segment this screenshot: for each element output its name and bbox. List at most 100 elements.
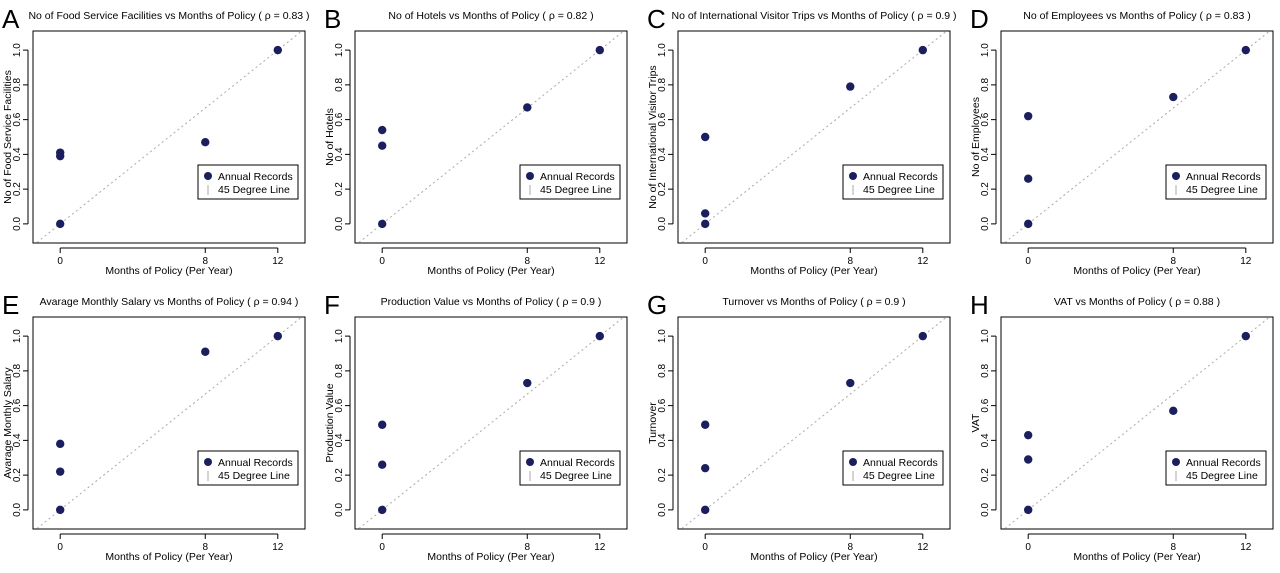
- x-tick-label: 8: [1170, 256, 1176, 267]
- x-axis-label: Months of Policy (Per Year): [1073, 551, 1200, 563]
- legend-label-annual-records: Annual Records: [863, 457, 938, 469]
- y-tick-label: 0.4: [980, 147, 991, 161]
- y-tick-label: 0.6: [657, 112, 668, 126]
- panel-title: Avarage Monthly Salary vs Months of Poli…: [40, 296, 299, 308]
- data-point: [56, 467, 65, 476]
- data-point: [701, 132, 710, 142]
- legend-marker-annual-records: [204, 458, 212, 466]
- legend-box: [519, 450, 621, 486]
- legend-label-annual-records: Annual Records: [540, 171, 615, 183]
- data-point: [1169, 406, 1178, 416]
- y-axis-label: Turnover: [647, 402, 659, 444]
- y-tick-label: 1.0: [980, 43, 991, 57]
- panel-title: Turnover vs Months of Policy ( ρ = 0.9 ): [722, 296, 905, 308]
- y-tick-label: 1.0: [657, 43, 668, 57]
- y-tick-label: 1.0: [334, 329, 345, 343]
- panel-g: G Turnover vs Months of Policy ( ρ = 0.9 …: [647, 290, 951, 563]
- y-tick-label: 0.2: [657, 182, 668, 196]
- x-tick-label: 0: [379, 542, 385, 553]
- legend-box: [197, 450, 299, 486]
- data-point: [701, 463, 710, 473]
- legend-label-45-degree-line: 45 Degree Line: [218, 184, 290, 196]
- x-axis-label: Months of Policy (Per Year): [427, 265, 554, 277]
- panel-f: F Production Value vs Months of Policy ( …: [324, 290, 628, 563]
- y-tick-label: 0.0: [334, 216, 345, 230]
- data-point: [201, 347, 210, 356]
- legend-box: [842, 164, 944, 200]
- y-tick-label: 0.6: [12, 112, 23, 126]
- y-tick-label: 0.4: [12, 433, 23, 447]
- y-tick-label: 0.0: [334, 502, 345, 516]
- panel-c: C No of International Visitor Trips vs Mo…: [647, 4, 957, 277]
- y-tick-label: 0.8: [657, 363, 668, 377]
- y-tick-label: 0.8: [334, 77, 345, 91]
- data-point: [1241, 45, 1251, 55]
- data-point: [595, 45, 604, 55]
- x-tick-label: 8: [202, 542, 208, 553]
- y-tick-label: 1.0: [980, 329, 991, 343]
- data-point: [1023, 111, 1033, 121]
- legend-box: [197, 164, 299, 200]
- y-tick-label: 0.4: [980, 433, 991, 447]
- x-tick-label: 12: [917, 256, 929, 267]
- y-axis-label: Production Value: [324, 383, 336, 462]
- x-tick-label: 12: [272, 542, 284, 553]
- legend-marker-annual-records: [1172, 458, 1180, 466]
- data-point: [273, 45, 282, 55]
- panel-letter: F: [324, 290, 340, 320]
- panel-b: B No of Hotels vs Months of Policy ( ρ = …: [324, 4, 628, 277]
- legend-label-45-degree-line: 45 Degree Line: [540, 470, 612, 482]
- panel-letter: A: [2, 4, 20, 34]
- y-tick-label: 0.6: [657, 398, 668, 412]
- y-tick-label: 1.0: [334, 43, 345, 57]
- y-tick-label: 0.0: [657, 216, 668, 230]
- panel-letter: H: [970, 290, 989, 320]
- y-tick-label: 0.2: [334, 182, 345, 196]
- x-tick-label: 12: [1240, 542, 1252, 553]
- data-point: [1023, 505, 1033, 515]
- legend-box: [1165, 164, 1267, 200]
- data-point: [56, 148, 65, 157]
- y-tick-label: 0.4: [12, 147, 23, 161]
- x-axis-label: Months of Policy (Per Year): [750, 551, 877, 563]
- x-tick-label: 8: [524, 542, 530, 553]
- y-tick-label: 0.8: [980, 77, 991, 91]
- plot-frame: [32, 316, 306, 530]
- x-tick-label: 0: [702, 256, 708, 267]
- panel-title: VAT vs Months of Policy ( ρ = 0.88 ): [1054, 296, 1220, 308]
- legend-label-annual-records: Annual Records: [218, 171, 293, 183]
- data-point: [56, 219, 65, 229]
- y-axis-label: No of Food Service Facilities: [2, 70, 14, 204]
- x-axis-label: Months of Policy (Per Year): [750, 265, 877, 277]
- data-point: [918, 331, 927, 341]
- x-tick-label: 12: [594, 256, 606, 267]
- legend-label-45-degree-line: 45 Degree Line: [218, 470, 290, 482]
- x-axis-label: Months of Policy (Per Year): [1073, 265, 1200, 277]
- y-tick-label: 0.0: [12, 216, 23, 230]
- legend-marker-annual-records: [849, 458, 857, 466]
- x-tick-label: 8: [847, 542, 853, 553]
- panel-title: No of Hotels vs Months of Policy ( ρ = 0…: [388, 10, 593, 22]
- data-point: [1169, 92, 1178, 102]
- data-point: [56, 505, 65, 515]
- panel-title: Production Value vs Months of Policy ( ρ…: [381, 296, 602, 308]
- panel-h: H VAT vs Months of Policy ( ρ = 0.88 ) 0 8 1…: [970, 290, 1274, 563]
- data-point: [201, 138, 210, 147]
- y-tick-label: 0.6: [12, 398, 23, 412]
- y-tick-label: 0.2: [657, 468, 668, 482]
- legend-marker-annual-records: [526, 458, 534, 466]
- legend-label-45-degree-line: 45 Degree Line: [540, 184, 612, 196]
- data-point: [1241, 331, 1251, 341]
- data-point: [1023, 174, 1033, 183]
- legend-marker-annual-records: [849, 172, 857, 180]
- legend-box: [519, 164, 621, 200]
- data-point: [378, 219, 387, 229]
- x-tick-label: 0: [702, 542, 708, 553]
- data-point: [1023, 455, 1033, 464]
- forty-five-degree-line: [357, 31, 625, 243]
- data-point: [56, 439, 65, 449]
- y-tick-label: 0.2: [980, 182, 991, 196]
- legend-box: [1165, 450, 1267, 486]
